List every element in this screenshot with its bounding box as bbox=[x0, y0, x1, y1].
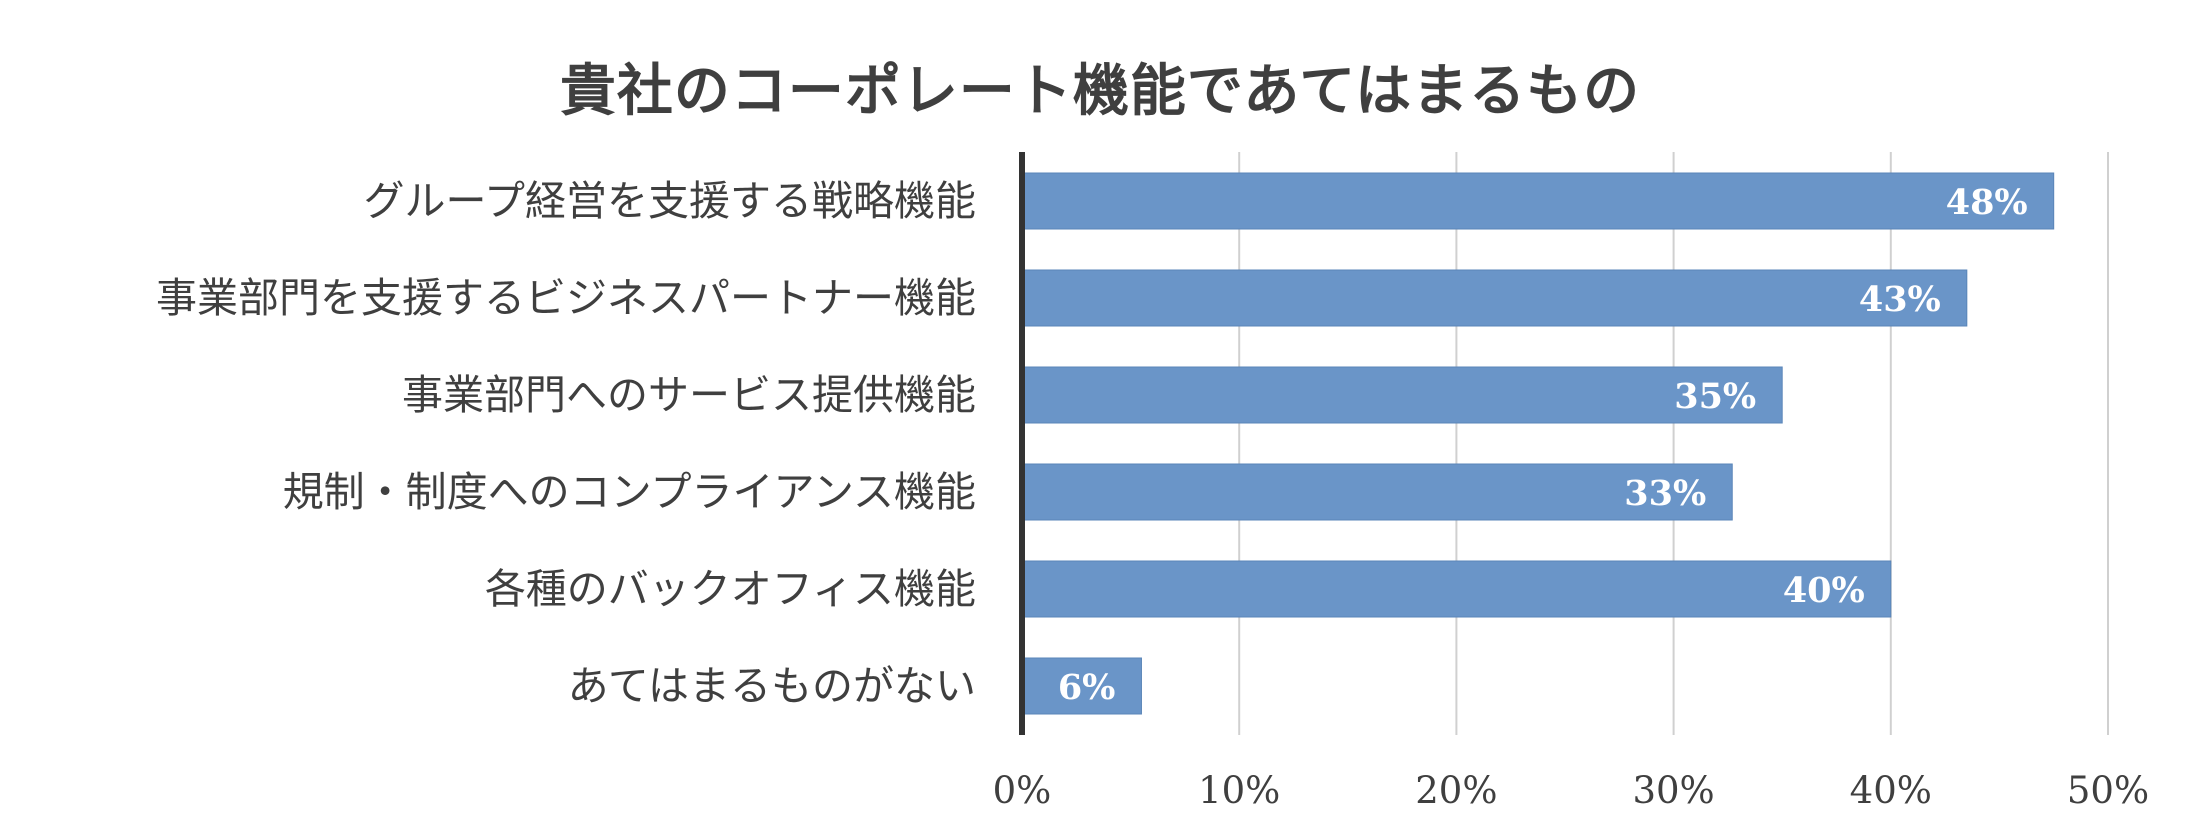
category-label: 各種のバックオフィス機能 bbox=[485, 565, 976, 613]
x-tick-label: 30% bbox=[1632, 769, 1714, 812]
x-tick-label: 40% bbox=[1850, 769, 1932, 812]
category-label: あてはまるものがない bbox=[568, 662, 976, 710]
data-label: 48% bbox=[1946, 182, 2028, 223]
data-labels: 48% 43% 35% 33% 40% 6% bbox=[1058, 182, 2028, 708]
data-label: 35% bbox=[1674, 376, 1756, 417]
category-label: グループ経営を支援する戦略機能 bbox=[363, 177, 976, 225]
bar bbox=[1021, 172, 2055, 230]
category-label: 規制・制度へのコンプライアンス機能 bbox=[283, 468, 976, 516]
grid-lines bbox=[1238, 152, 2109, 735]
bar bbox=[1021, 366, 1783, 424]
data-label: 40% bbox=[1783, 570, 1865, 611]
bar bbox=[1021, 560, 1892, 618]
category-label: 事業部門へのサービス提供機能 bbox=[402, 371, 976, 419]
x-tick-labels: 0% 10% 20% 30% 40% 50% bbox=[993, 769, 2149, 812]
bar bbox=[1021, 657, 1142, 715]
chart-title: 貴社のコーポレート機能であてはまるもの bbox=[559, 59, 1641, 124]
bars bbox=[1021, 172, 2055, 715]
x-tick-label: 0% bbox=[993, 769, 1052, 812]
data-label: 43% bbox=[1859, 279, 1941, 320]
category-labels: グループ経営を支援する戦略機能事業部門を支援するビジネスパートナー機能事業部門へ… bbox=[156, 177, 976, 710]
x-tick-label: 50% bbox=[2067, 769, 2149, 812]
x-tick-label: 20% bbox=[1415, 769, 1497, 812]
x-tick-label: 10% bbox=[1198, 769, 1280, 812]
bar bbox=[1021, 269, 1968, 327]
category-label: 事業部門を支援するビジネスパートナー機能 bbox=[156, 274, 976, 322]
data-label: 6% bbox=[1058, 667, 1116, 708]
data-label: 33% bbox=[1624, 473, 1706, 514]
